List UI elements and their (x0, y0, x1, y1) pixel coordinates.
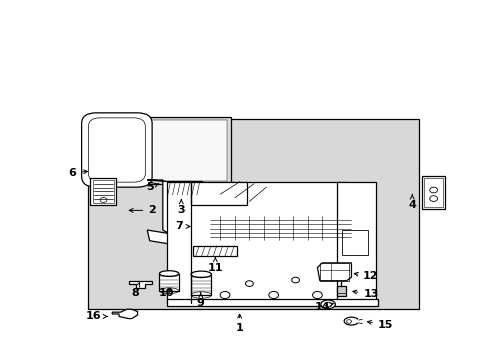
Bar (336, 182, 375, 303)
Bar (88, 119, 418, 309)
Ellipse shape (191, 271, 211, 278)
Bar (166, 182, 346, 303)
Text: 4: 4 (407, 194, 415, 210)
Text: 2: 2 (129, 205, 156, 215)
Text: 10: 10 (159, 288, 174, 297)
Bar (159, 274, 179, 291)
Bar (319, 263, 348, 281)
Bar (336, 286, 345, 296)
Polygon shape (112, 309, 137, 319)
Text: 5: 5 (145, 182, 159, 192)
Bar (193, 246, 237, 256)
Text: 6: 6 (68, 168, 87, 178)
Bar (88, 117, 231, 184)
Polygon shape (128, 281, 152, 288)
Bar (166, 299, 377, 306)
Bar (424, 178, 442, 207)
Ellipse shape (187, 213, 203, 227)
Text: 14: 14 (314, 302, 333, 312)
Text: 11: 11 (207, 257, 223, 273)
Text: 7: 7 (175, 221, 189, 231)
Bar (191, 274, 211, 295)
Bar (90, 178, 116, 205)
Bar (191, 182, 246, 205)
Bar (93, 180, 114, 203)
Polygon shape (187, 212, 203, 234)
Text: 16: 16 (86, 311, 107, 321)
Bar (421, 176, 445, 208)
Bar (165, 181, 202, 195)
Polygon shape (147, 180, 169, 234)
Text: 8: 8 (131, 282, 140, 297)
Text: 15: 15 (366, 320, 392, 330)
Polygon shape (147, 230, 171, 244)
Text: 9: 9 (196, 293, 204, 308)
FancyBboxPatch shape (81, 113, 152, 187)
Bar (91, 120, 227, 181)
Bar (341, 230, 368, 255)
Text: 13: 13 (352, 289, 378, 299)
Polygon shape (186, 212, 361, 241)
Polygon shape (317, 263, 351, 281)
Text: 3: 3 (177, 199, 185, 215)
Ellipse shape (320, 300, 335, 309)
Ellipse shape (159, 271, 179, 276)
Text: 12: 12 (354, 271, 378, 282)
Text: 1: 1 (235, 314, 243, 333)
